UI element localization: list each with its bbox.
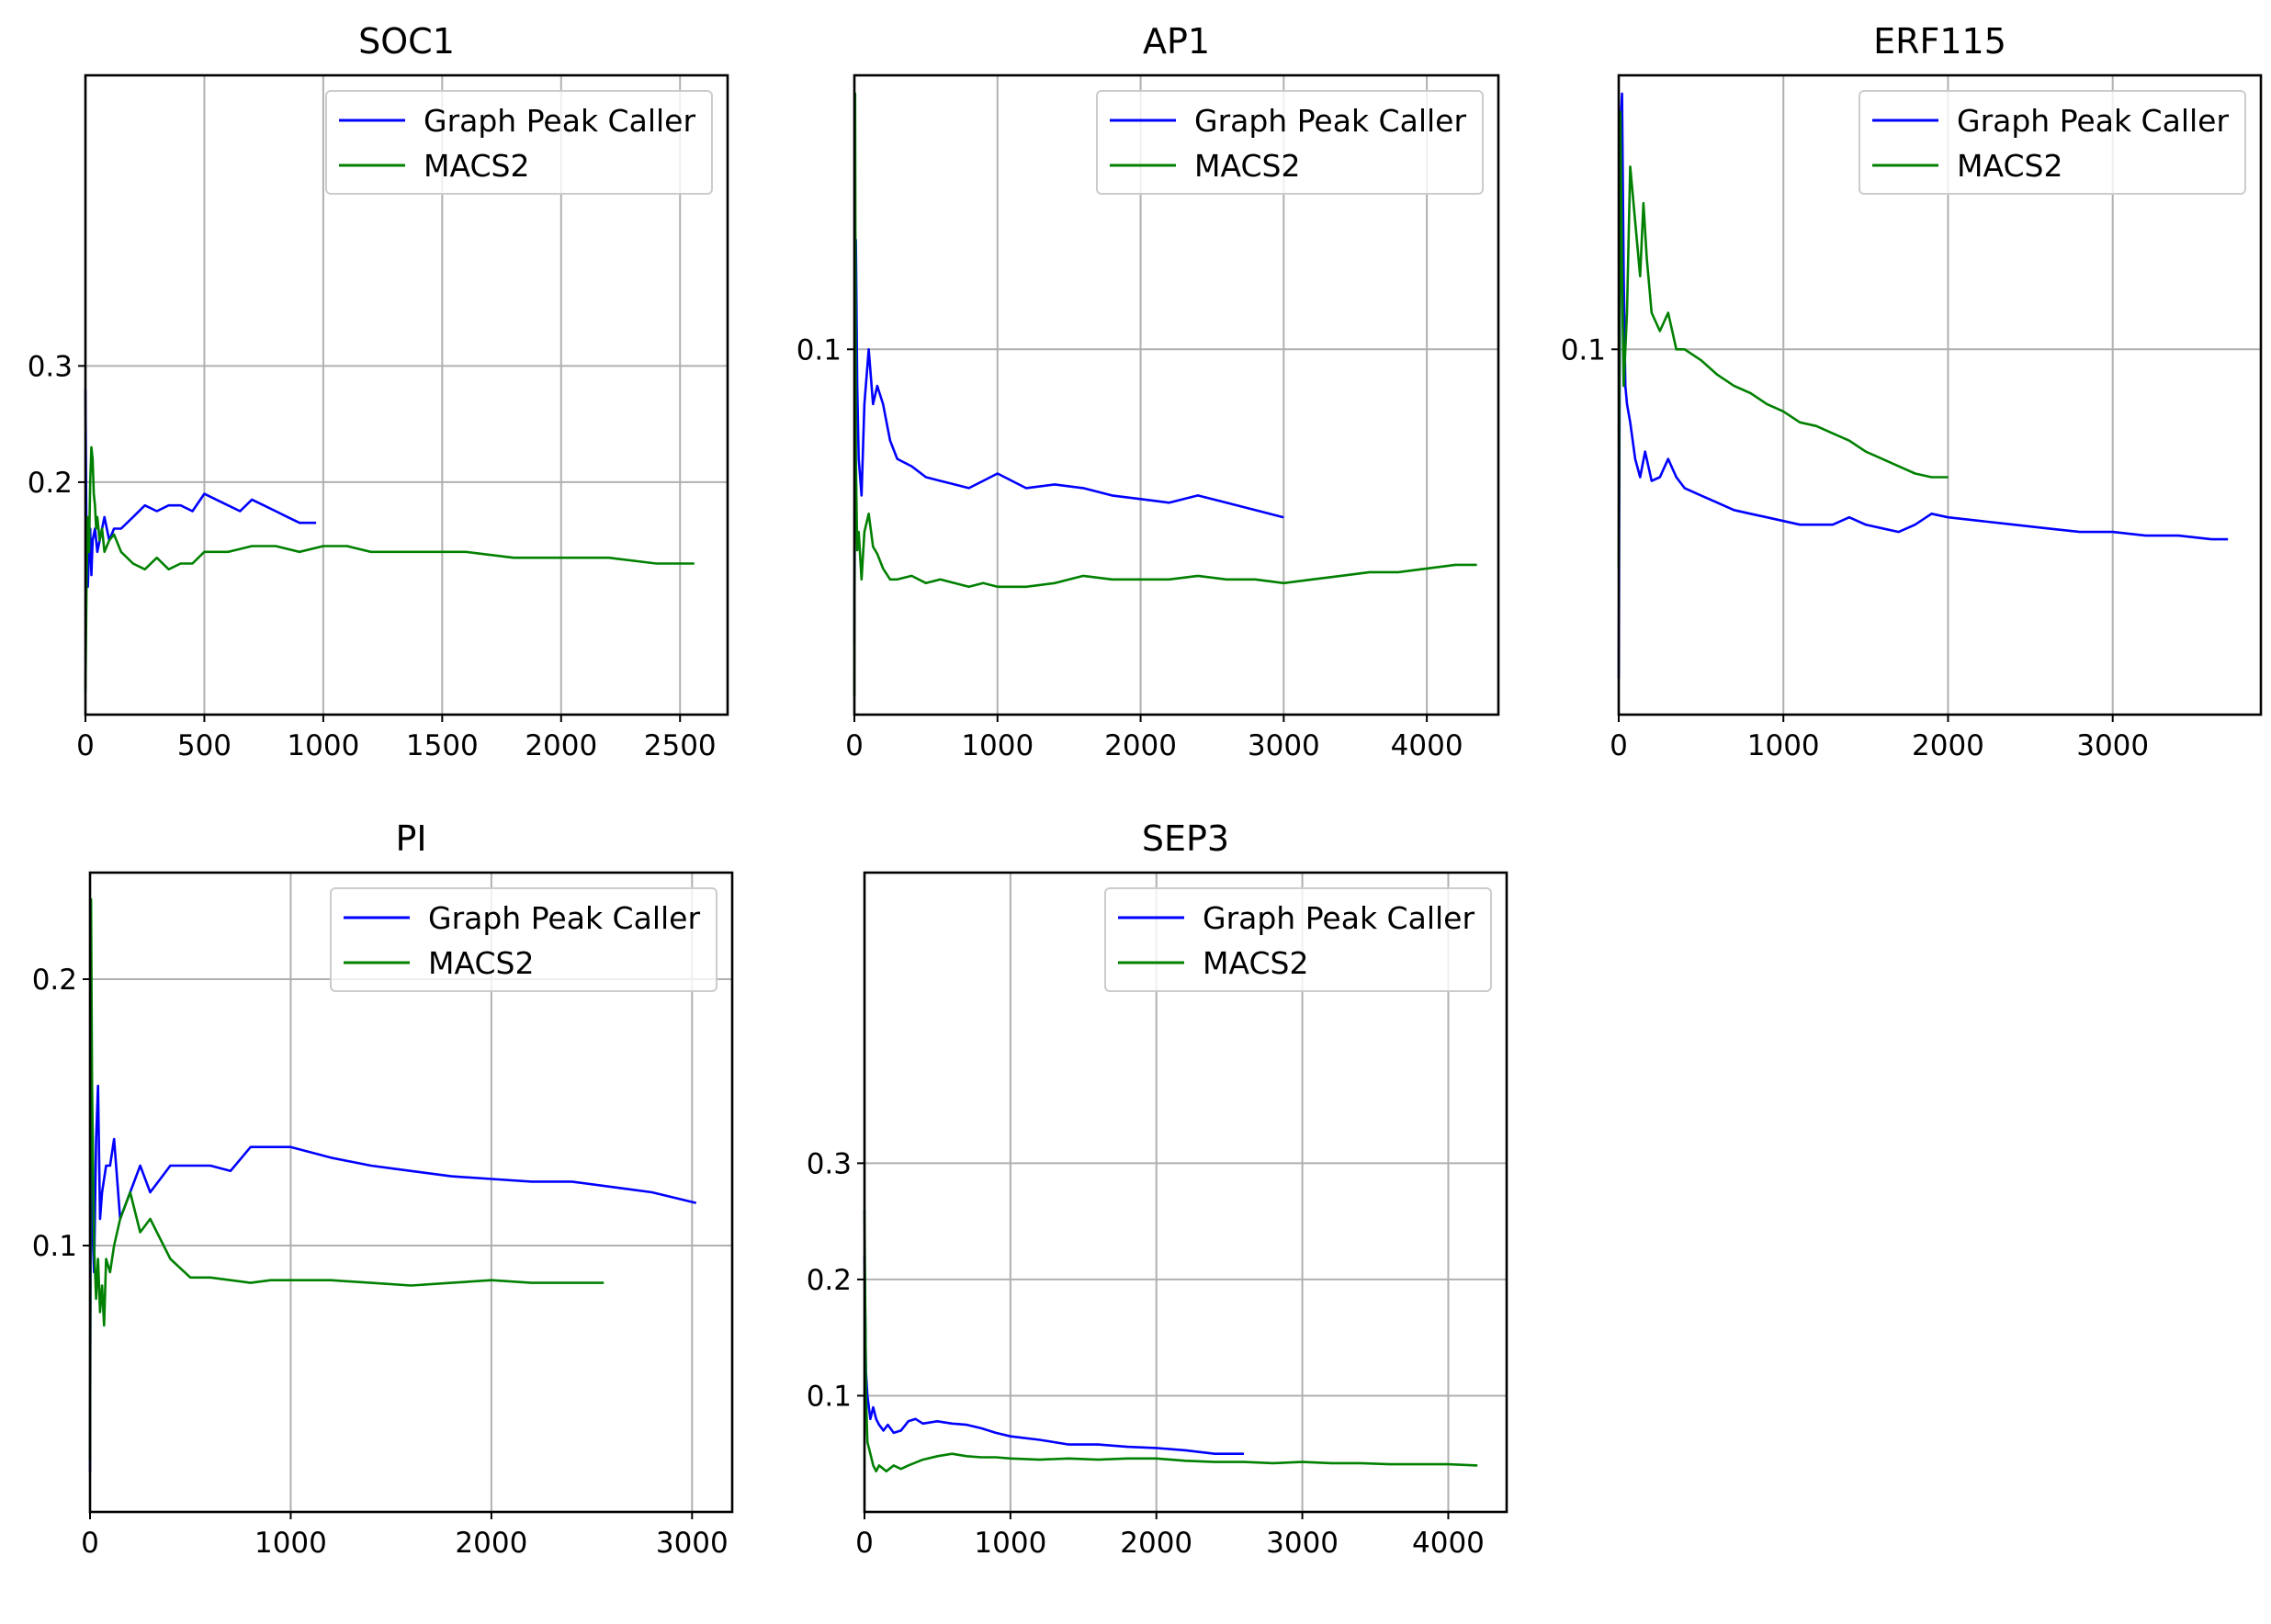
series-line-macs2 [863,1209,1478,1472]
x-tick-label: 2000 [455,1527,527,1560]
y-tick-label: 0.3 [28,350,73,383]
x-tick-label: 1000 [287,729,359,762]
x-tick-label: 1000 [254,1527,327,1560]
series-line-graph-peak-caller [88,1057,697,1472]
series-line-macs2 [853,92,1477,697]
plot-frame [1617,73,2263,716]
subplot-soc1: SOC1 0 500 1000 1500 2000 2500 0.3 0.2 Graph Pea… [28,21,729,762]
subplot-sep3: SEP3 0 1000 2000 3000 4000 0.3 0.2 0.1 Graph Pea… [807,818,1508,1560]
legend-label: MACS2 [1194,148,1300,184]
plot-frame [84,73,729,716]
x-tick-label: 4000 [1412,1527,1485,1560]
subplot-pi: PI 0 1000 2000 3000 0.2 0.1 Graph Peak Caller M… [32,818,734,1560]
x-tick-label: 4000 [1391,729,1463,762]
x-tick-label: 0 [81,1527,99,1560]
legend-label: MACS2 [424,148,529,184]
y-tick-label: 0.1 [797,333,842,367]
x-tick-label: 3000 [1248,729,1320,762]
x-tick-label: 2000 [525,729,597,762]
x-tick-label: 500 [177,729,232,762]
y-tick-label: 0.2 [28,467,73,500]
legend-box [1096,90,1484,195]
plot-frame [863,871,1508,1514]
subplot-title: ERF115 [1873,21,2006,62]
x-tick-label: 0 [76,729,95,762]
subplot-title: SOC1 [358,21,455,62]
subplot-ap1: AP1 0 1000 2000 3000 4000 0.1 Graph Peak Calle… [797,21,1500,762]
subplot-title: SEP3 [1142,818,1229,859]
y-tick-label: 0.2 [32,964,77,997]
legend-box [330,887,717,992]
legend-box [1104,887,1492,992]
legend-label: MACS2 [1203,945,1308,981]
y-tick-label: 0.3 [807,1147,852,1180]
legend-label: MACS2 [428,945,534,981]
y-tick-label: 0.1 [1561,333,1606,367]
x-tick-label: 1000 [961,729,1034,762]
x-tick-label: 0 [845,729,864,762]
plot-frame [853,73,1500,716]
x-tick-label: 2000 [1120,1527,1192,1560]
subplot-erf115: ERF115 0 1000 2000 3000 0.1 Graph Peak Caller… [1561,21,2263,762]
series-line-graph-peak-caller [863,1256,1244,1455]
y-tick-label: 0.2 [807,1264,852,1297]
subplot-title: AP1 [1143,21,1210,62]
legend-label: Graph Peak Caller [1194,103,1466,139]
x-tick-label: 1000 [1747,729,1820,762]
x-tick-label: 2000 [1104,729,1177,762]
series-line-graph-peak-caller [853,238,1284,642]
y-tick-label: 0.1 [807,1380,852,1413]
legend-box [1859,90,2246,195]
series-line-graph-peak-caller [1617,92,2229,679]
x-tick-label: 3000 [1266,1527,1339,1560]
legend-label: Graph Peak Caller [424,103,695,139]
series-line-macs2 [88,897,604,1460]
x-tick-label: 1000 [974,1527,1046,1560]
x-tick-label: 0 [1610,729,1628,762]
legend-label: Graph Peak Caller [1203,900,1474,936]
legend-label: MACS2 [1957,148,2062,184]
series-line-macs2 [1617,110,1949,569]
x-tick-label: 3000 [2076,729,2149,762]
legend-box [325,90,713,195]
legend-label: Graph Peak Caller [428,900,700,936]
x-tick-label: 3000 [656,1527,729,1560]
series-line-macs2 [84,445,695,692]
x-tick-label: 0 [855,1527,874,1560]
x-tick-label: 2000 [1912,729,1984,762]
subplot-title: PI [395,818,426,859]
x-tick-label: 2500 [644,729,717,762]
series-line-graph-peak-caller [84,389,317,589]
plot-frame [88,871,734,1514]
y-tick-label: 0.1 [32,1230,77,1263]
x-tick-label: 1500 [406,729,479,762]
legend-label: Graph Peak Caller [1957,103,2229,139]
